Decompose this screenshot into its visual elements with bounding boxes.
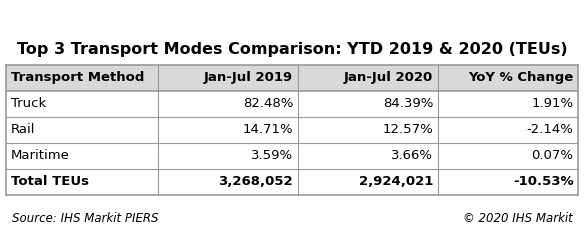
Text: Truck: Truck: [11, 97, 46, 110]
Bar: [6, 117, 578, 143]
Text: -2.14%: -2.14%: [527, 123, 573, 136]
Text: 2,924,021: 2,924,021: [359, 175, 433, 188]
Text: Jan-Jul 2019: Jan-Jul 2019: [204, 71, 293, 84]
Text: Jan-Jul 2020: Jan-Jul 2020: [344, 71, 433, 84]
Bar: [6, 91, 578, 117]
Text: Total TEUs: Total TEUs: [11, 175, 89, 188]
Text: 3.59%: 3.59%: [251, 149, 293, 162]
Text: -10.53%: -10.53%: [513, 175, 573, 188]
Text: 14.71%: 14.71%: [242, 123, 293, 136]
Text: Top 3 Transport Modes Comparison: YTD 2019 & 2020 (TEUs): Top 3 Transport Modes Comparison: YTD 20…: [17, 42, 567, 57]
Bar: [6, 65, 578, 91]
Text: Rail: Rail: [11, 123, 35, 136]
Text: Transport Method: Transport Method: [11, 71, 144, 84]
Text: 82.48%: 82.48%: [243, 97, 293, 110]
Text: 3,268,052: 3,268,052: [218, 175, 293, 188]
Text: 12.57%: 12.57%: [383, 123, 433, 136]
Bar: [6, 169, 578, 195]
Text: 84.39%: 84.39%: [383, 97, 433, 110]
Text: 0.07%: 0.07%: [531, 149, 573, 162]
Bar: [6, 143, 578, 169]
Text: YoY % Change: YoY % Change: [468, 71, 573, 84]
Text: Maritime: Maritime: [11, 149, 69, 162]
Text: 1.91%: 1.91%: [531, 97, 573, 110]
Text: © 2020 IHS Markit: © 2020 IHS Markit: [463, 212, 572, 225]
Text: 3.66%: 3.66%: [391, 149, 433, 162]
Text: Source: IHS Markit PIERS: Source: IHS Markit PIERS: [12, 212, 158, 225]
